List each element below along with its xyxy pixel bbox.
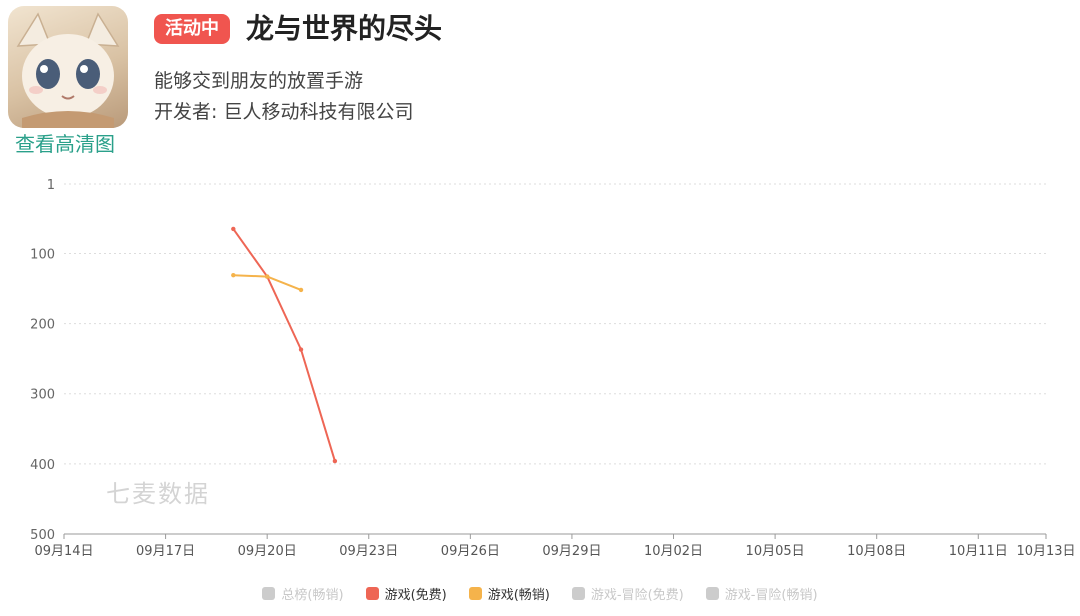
legend-swatch (365, 586, 379, 600)
x-tick-label: 09月20日 (238, 544, 297, 559)
chart-legend: 总榜(畅销) 游戏(免费) 游戏(畅销) 游戏-冒险(免费) 游戏-冒险(畅销) (0, 582, 1080, 604)
legend-swatch (468, 586, 482, 600)
legend-item[interactable]: 游戏-冒险(免费) (571, 582, 684, 604)
legend-item[interactable]: 总榜(畅销) (262, 582, 344, 604)
legend-label: 游戏-冒险(免费) (590, 587, 684, 603)
view-hd-link[interactable]: 查看高清图 (15, 132, 115, 156)
x-tick-label: 09月23日 (339, 544, 398, 559)
series-point (231, 226, 236, 232)
series-point (298, 287, 304, 293)
legend-label: 总榜(畅销) (281, 587, 344, 603)
y-tick-label: 400 (30, 458, 55, 473)
y-tick-label: 1 (47, 178, 55, 193)
legend-label: 游戏(畅销) (487, 587, 550, 603)
x-tick-label: 09月26日 (441, 544, 500, 559)
y-tick-label: 300 (30, 388, 55, 403)
legend-item[interactable]: 游戏(免费) (365, 582, 447, 604)
developer-info: 开发者: 巨人移动科技有限公司 (154, 101, 414, 123)
x-tick-label: 09月17日 (136, 544, 195, 559)
status-badge: 活动中 (154, 14, 230, 44)
app-icon[interactable] (8, 6, 128, 128)
y-tick-label: 200 (30, 318, 55, 333)
x-tick-label: 10月13日 (1016, 544, 1075, 559)
series-line (232, 228, 336, 462)
legend-item[interactable]: 游戏(畅销) (468, 582, 550, 604)
game-title: 龙与世界的尽头 (246, 12, 443, 45)
x-tick-label: 10月11日 (949, 544, 1008, 559)
x-tick-label: 10月02日 (644, 544, 703, 559)
x-tick-label: 10月05日 (746, 544, 805, 559)
series-point (231, 272, 236, 278)
legend-label: 游戏(免费) (384, 587, 447, 603)
y-tick-label: 500 (30, 528, 55, 543)
x-tick-label: 09月29日 (542, 544, 601, 559)
legend-item[interactable]: 游戏-冒险(畅销) (705, 582, 818, 604)
series-point (298, 347, 304, 352)
watermark: 七麦数据 (106, 480, 210, 508)
x-tick-label: 09月14日 (34, 544, 93, 559)
legend-swatch (705, 586, 719, 600)
legend-label: 游戏-冒险(畅销) (724, 587, 818, 603)
series-point (264, 274, 270, 279)
legend-swatch (571, 586, 585, 600)
x-tick-label: 10月08日 (847, 544, 906, 559)
legend-swatch (262, 586, 276, 600)
y-tick-label: 100 (30, 247, 55, 262)
series-point (332, 458, 338, 464)
game-subtitle: 能够交到朋友的放置手游 (154, 70, 364, 92)
